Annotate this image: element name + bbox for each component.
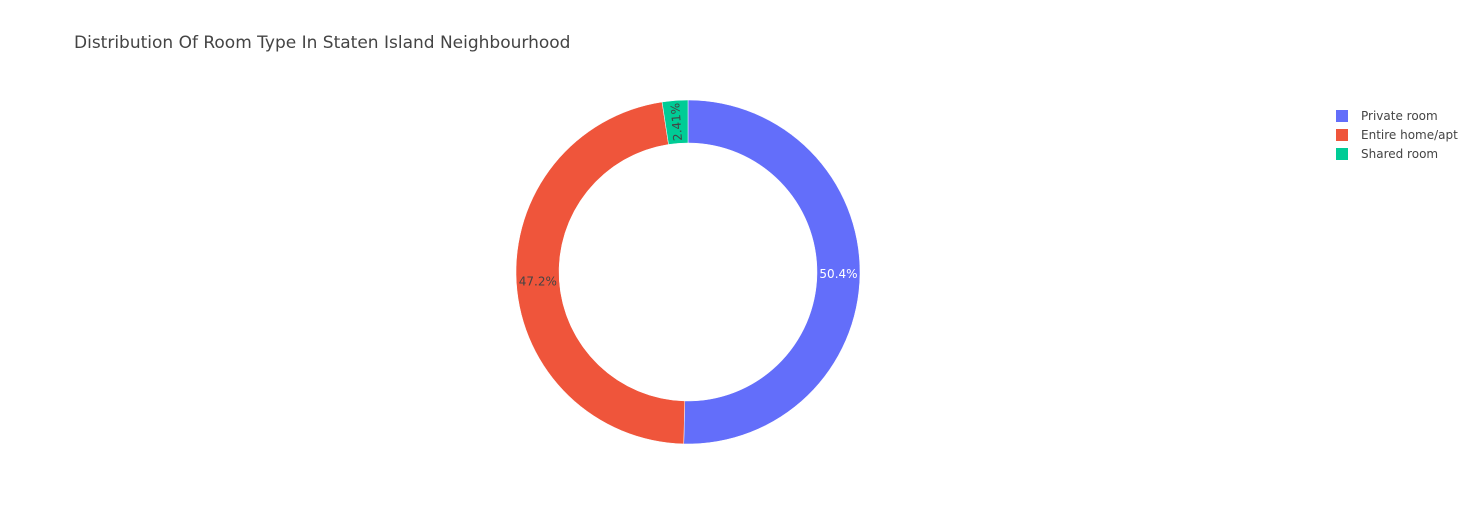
slice-label-entire-home-apt: 47.2%	[519, 275, 557, 289]
chart-title: Distribution Of Room Type In Staten Isla…	[74, 33, 571, 53]
legend: Private room Entire home/apt Shared room	[1336, 106, 1458, 163]
legend-item-shared-room[interactable]: Shared room	[1336, 144, 1458, 163]
slice-entire-home-apt[interactable]	[515, 101, 686, 445]
slice-shared-room[interactable]	[661, 99, 689, 145]
legend-swatch-private-room	[1336, 109, 1348, 122]
legend-item-private-room[interactable]: Private room	[1336, 106, 1458, 125]
slice-label-shared-room: 2.41%	[668, 102, 685, 141]
legend-label-shared-room: Shared room	[1361, 146, 1439, 161]
legend-label-private-room: Private room	[1361, 108, 1438, 123]
legend-item-entire-home-apt[interactable]: Entire home/apt	[1336, 125, 1458, 144]
legend-swatch-entire-home-apt	[1336, 128, 1348, 141]
slice-private-room[interactable]	[683, 99, 861, 445]
slice-label-private-room: 50.4%	[819, 267, 857, 281]
legend-label-entire-home-apt: Entire home/apt	[1361, 127, 1458, 142]
legend-swatch-shared-room	[1336, 147, 1348, 160]
